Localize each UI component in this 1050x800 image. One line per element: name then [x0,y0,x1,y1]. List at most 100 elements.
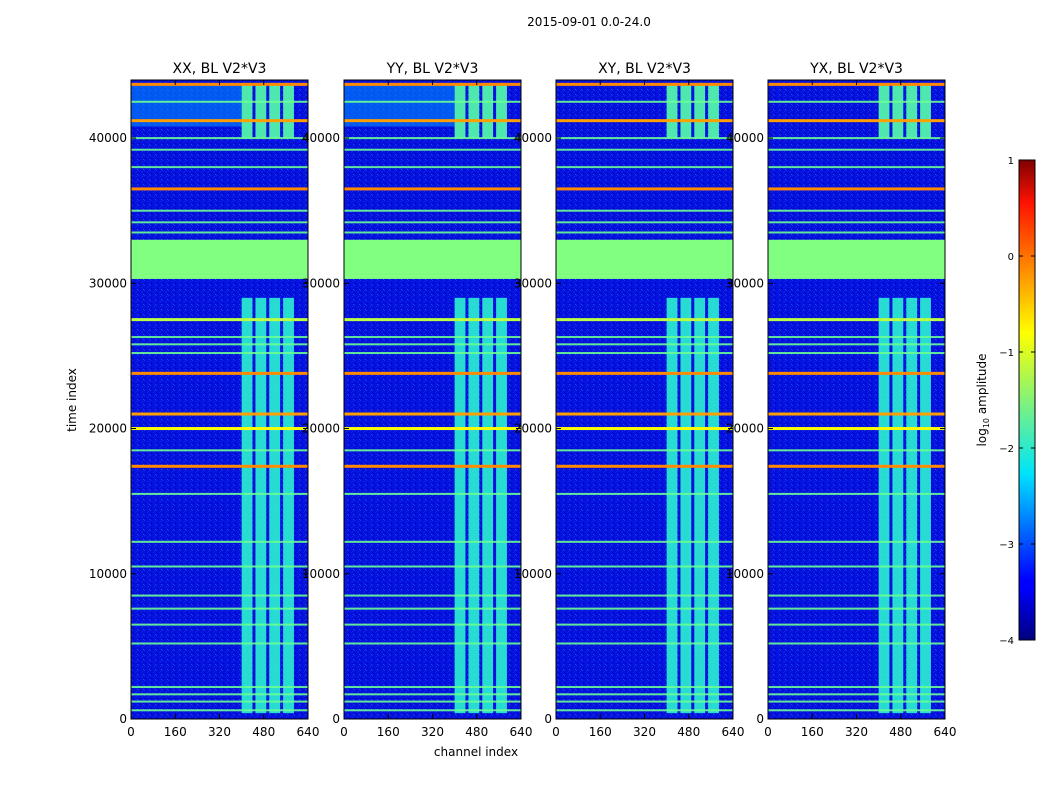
x-tick-label: 0 [552,725,560,739]
band-stripe [680,297,692,714]
faint-row [768,343,945,346]
bright-row [131,371,308,375]
panel-noise-texture [131,80,308,719]
y-tick-label: 30000 [302,276,340,290]
faint-row [768,231,945,234]
flagged-block [768,239,945,279]
faint-row [131,137,308,140]
faint-row [344,642,521,645]
band-stripe [666,297,678,714]
faint-row [344,565,521,568]
y-tick-label: 30000 [514,276,552,290]
faint-row [768,700,945,703]
colorbar-label: log10 amplitude [975,354,991,447]
panel-title: YX, BL V2*V3 [809,61,903,77]
colorbar: 10−1−2−3−4 log10 amplitude [975,156,1036,647]
faint-row [556,148,733,151]
faint-row [768,137,945,140]
faint-row [131,700,308,703]
y-tick-label: 0 [332,712,340,726]
bright-row [768,427,945,431]
faint-row [556,231,733,234]
faint-row [556,336,733,339]
faint-row [344,607,521,610]
x-tick-label: 640 [934,725,957,739]
band-stripe-upper [878,82,890,139]
bright-row [344,187,521,191]
bright-row [344,412,521,416]
y-tick-label: 10000 [726,567,764,581]
faint-row [556,709,733,712]
y-axis-label: time index [65,368,79,432]
bright-row [768,318,945,322]
faint-row [556,100,733,103]
faint-row [768,209,945,212]
colorbar-label-rest: amplitude [975,354,989,418]
bright-row [556,427,733,431]
colorbar-tick-label: −2 [999,444,1014,455]
band-stripe [482,297,494,714]
band-stripe-upper [496,82,507,139]
bright-row [768,464,945,468]
y-tick-label: 0 [119,712,127,726]
y-tick-label: 0 [756,712,764,726]
bright-row [768,187,945,191]
faint-row [344,686,521,689]
faint-row [768,352,945,355]
faint-row [131,693,308,696]
x-tick-label: 320 [208,725,231,739]
faint-row [344,352,521,355]
x-tick-label: 0 [764,725,772,739]
colorbar-tick-label: −1 [999,348,1014,359]
faint-row [768,594,945,597]
faint-row [768,166,945,169]
faint-row [131,492,308,495]
faint-row [344,693,521,696]
bright-row [131,119,308,123]
x-tick-label: 640 [722,725,745,739]
y-tick-label: 0 [544,712,552,726]
faint-row [556,540,733,543]
x-tick-label: 320 [633,725,656,739]
x-tick-label: 160 [589,725,612,739]
faint-row [344,100,521,103]
faint-row [131,449,308,452]
faint-row [556,221,733,224]
band-stripe [269,297,281,714]
faint-row [556,686,733,689]
faint-row [131,343,308,346]
y-tick-label: 20000 [89,422,127,436]
faint-row [131,686,308,689]
y-tick-label: 40000 [302,131,340,145]
faint-row [556,209,733,212]
faint-row [556,565,733,568]
faint-row [131,594,308,597]
x-tick-label: 480 [252,725,275,739]
y-tick-label: 40000 [514,131,552,145]
faint-row [131,565,308,568]
bright-row [344,119,521,123]
bright-row [768,412,945,416]
panel-0: 0 160 320 480 640 0 10000 20000 30000 40000 XX, BL… [89,61,320,739]
x-tick-label: 0 [127,725,135,739]
band-stripe [694,297,706,714]
faint-row [768,642,945,645]
faint-row [768,492,945,495]
faint-row [768,100,945,103]
faint-row [344,709,521,712]
band-stripe [906,297,918,714]
faint-row [131,100,308,103]
colorbar-tick-label: 1 [1008,156,1014,167]
band-stripe-upper [708,82,719,139]
bright-row [344,427,521,431]
faint-row [344,594,521,597]
faint-row [768,693,945,696]
band-stripe [496,297,507,714]
panels: 0 160 320 480 640 0 10000 20000 30000 40000 XX, BL… [89,61,957,739]
faint-row [556,492,733,495]
flagged-block [556,239,733,279]
panel-title: XY, BL V2*V3 [598,61,691,77]
faint-row [131,166,308,169]
colorbar-ticks: 1 0 −1 −2 −3 −4 [999,156,1035,647]
